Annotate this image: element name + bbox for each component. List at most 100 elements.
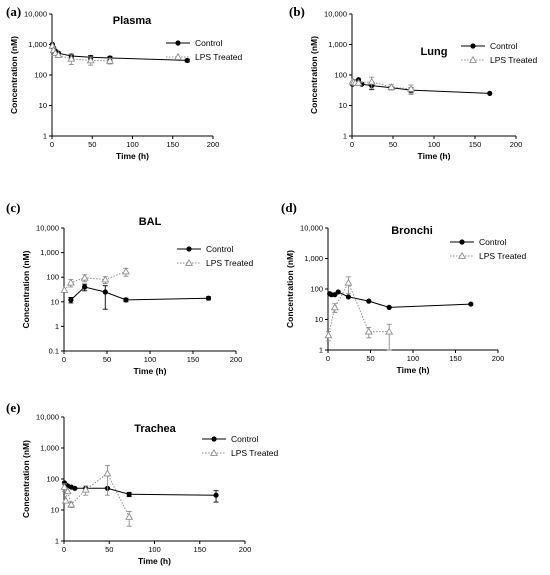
panel-bronchi: (d) Bronchi 1 10 100 1,000 10,000 0 50 100 150 200 T…	[281, 200, 527, 375]
y-tick-label: 10	[51, 506, 59, 515]
x-tick-label: 200	[207, 140, 220, 149]
panel-label: (d)	[281, 200, 297, 215]
data-point	[60, 482, 69, 490]
data-point	[213, 492, 219, 498]
x-tick-label: 0	[62, 355, 66, 364]
data-point	[364, 327, 373, 335]
data-point	[335, 289, 341, 295]
y-tick-label: 100	[310, 285, 323, 294]
x-tick-label: 200	[510, 140, 523, 149]
x-axis-label: Time (h)	[138, 556, 171, 566]
y-tick-label: 100	[46, 475, 59, 484]
y-tick-label: 100	[34, 71, 47, 80]
legend-label: LPS Treated	[490, 55, 538, 65]
data-point	[345, 294, 351, 300]
legend-label: LPS Treated	[206, 258, 254, 268]
data-point	[324, 331, 333, 339]
data-point	[67, 54, 76, 62]
data-point	[205, 295, 212, 301]
x-tick-label: 200	[239, 545, 252, 554]
legend-label: Control	[231, 434, 259, 444]
legend-label: Control	[195, 38, 223, 48]
x-tick-label: 150	[187, 355, 200, 364]
data-point	[407, 84, 416, 92]
y-tick-label: 1	[55, 322, 59, 331]
data-point	[63, 487, 72, 495]
y-axis-label: Concentration (nM)	[285, 250, 295, 328]
data-point	[330, 303, 339, 311]
data-point	[387, 83, 396, 90]
x-tick-label: 100	[126, 140, 139, 149]
series-lps-treated	[48, 41, 114, 66]
x-tick-label: 100	[407, 354, 420, 363]
x-tick-label: 0	[62, 545, 66, 554]
y-tick-label: 1	[343, 132, 347, 141]
data-point	[344, 278, 353, 286]
data-point	[123, 297, 129, 303]
x-tick-label: 100	[148, 545, 161, 554]
data-point	[105, 56, 114, 64]
y-tick-label: 10,000	[324, 10, 347, 19]
panel-lung: (b) Lung 1 10 100 1,000 10,000 0 50 100 150 200 Time…	[289, 4, 538, 161]
data-point	[61, 496, 70, 504]
y-tick-label: 1,000	[40, 444, 59, 453]
legend-label: LPS Treated	[195, 52, 243, 62]
series-control	[327, 289, 474, 310]
y-tick-label: 1,000	[40, 248, 59, 257]
legend: Control LPS Treated	[202, 434, 279, 458]
data-point	[102, 289, 108, 295]
series-lps-treated	[60, 267, 130, 293]
data-point	[82, 284, 88, 290]
y-tick-label: 10,000	[36, 224, 59, 233]
x-tick-label: 150	[166, 140, 179, 149]
panel-title: Bronchi	[391, 225, 433, 237]
x-tick-label: 50	[366, 354, 374, 363]
data-point	[80, 273, 89, 281]
legend-label: Control	[206, 244, 234, 254]
series-line	[64, 271, 127, 291]
panel-title: Lung	[421, 46, 448, 58]
error-bar	[102, 285, 108, 310]
x-tick-label: 0	[50, 140, 54, 149]
legend-label: Control	[490, 41, 518, 51]
data-point	[60, 285, 69, 293]
x-tick-label: 200	[230, 355, 243, 364]
panel-plasma: (a) Plasma 1 10 100 1,000 10,000 0 50 100 150 200 Ti…	[6, 4, 243, 161]
legend: Control LPS Treated	[166, 38, 243, 62]
series-lps-treated	[60, 465, 134, 527]
data-point	[367, 77, 376, 85]
panel-title: BAL	[139, 216, 162, 228]
x-tick-label: 150	[469, 140, 482, 149]
data-point	[125, 512, 134, 520]
x-axis-label: Time (h)	[418, 151, 451, 161]
panel-trachea: (e) Trachea 1 10 100 1,000 10,000 0 50 100 150 200 T…	[6, 400, 279, 566]
x-tick-label: 150	[193, 545, 206, 554]
x-tick-label: 0	[326, 354, 330, 363]
data-point	[101, 275, 110, 283]
data-point	[385, 327, 394, 335]
y-tick-label: 1,000	[304, 254, 323, 263]
data-point	[54, 50, 63, 58]
x-tick-label: 50	[105, 545, 113, 554]
legend-label: Control	[479, 237, 507, 247]
y-tick-label: 1	[319, 346, 323, 355]
legend-marker	[185, 258, 193, 266]
series-control	[61, 480, 219, 503]
x-tick-label: 50	[88, 140, 96, 149]
legend-label: LPS Treated	[479, 251, 527, 261]
legend: Control LPS Treated	[450, 237, 527, 261]
y-axis-label: Concentration (nM)	[21, 440, 31, 518]
legend: Control LPS Treated	[177, 244, 254, 268]
data-point	[68, 297, 74, 303]
panel-bal: (c) BAL 0.1 1 10 100 1,000 10,000 0 50 100 150 200 Ti…	[6, 200, 254, 376]
data-point	[67, 500, 76, 508]
y-tick-label: 10	[315, 315, 323, 324]
y-tick-label: 100	[334, 71, 347, 80]
legend-marker	[459, 239, 465, 245]
legend-marker	[175, 40, 181, 46]
data-point	[386, 304, 392, 310]
y-tick-label: 0.1	[49, 347, 59, 356]
y-tick-label: 10	[339, 101, 347, 110]
y-tick-label: 1	[55, 537, 59, 546]
